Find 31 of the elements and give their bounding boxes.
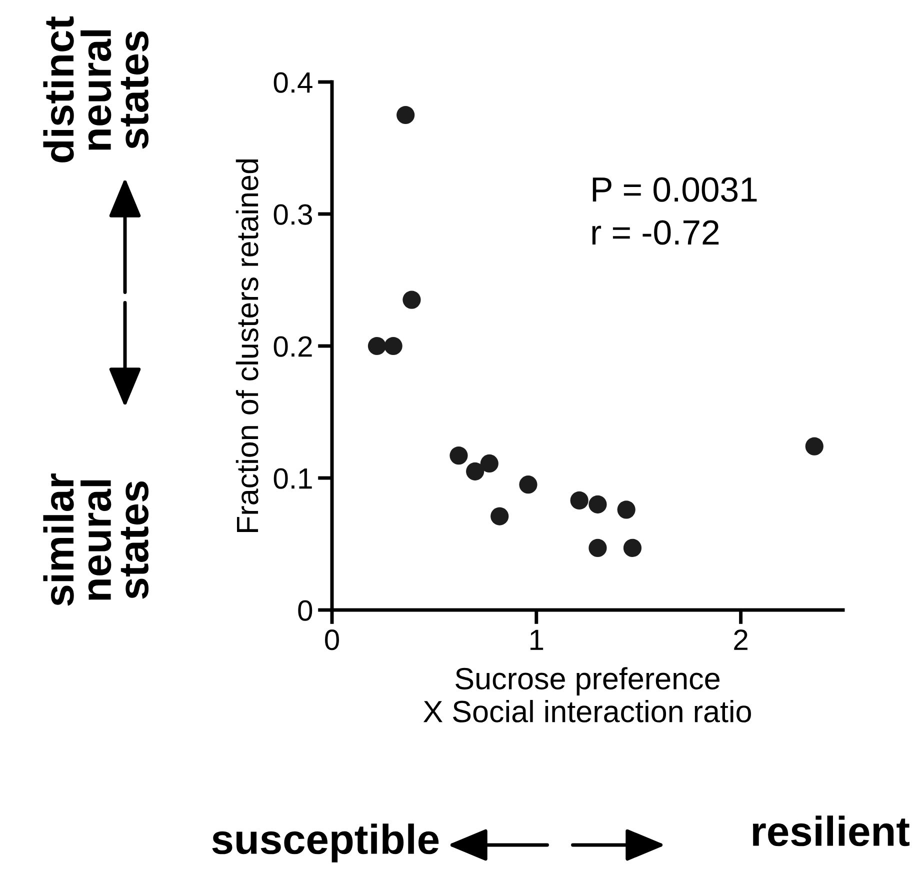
point: [368, 336, 386, 356]
x-tick-label: 1: [530, 630, 544, 650]
annotation: r = -0.72: [592, 220, 719, 245]
y-tick-label: 0.2: [274, 336, 312, 357]
x-tick-label: 2: [734, 630, 748, 650]
y-tick-label: 0.1: [274, 468, 312, 489]
y-tick-label: 0: [298, 600, 312, 621]
point: [490, 507, 509, 526]
point: [519, 476, 538, 494]
y-axis-title: Fraction of clusters retained: [236, 159, 258, 532]
text: similar neural states: [43, 473, 149, 606]
text: resilient: [752, 816, 910, 846]
point: [805, 437, 824, 456]
y-tick-label: 0.3: [274, 204, 312, 225]
text: susceptible: [212, 824, 439, 862]
point: [402, 290, 421, 309]
point: [617, 500, 636, 519]
annotation: P = 0.0031: [592, 177, 757, 202]
x-axis-title: Sucrose preference X Social interaction ratio: [423, 667, 751, 722]
point: [570, 491, 588, 510]
point: [623, 538, 642, 558]
text: distinct neural states: [43, 16, 149, 162]
point: [384, 336, 402, 356]
point: [480, 454, 498, 473]
point: [588, 495, 607, 514]
point: [466, 462, 484, 480]
x-tick-label: 0: [325, 630, 339, 650]
point: [450, 446, 468, 465]
y-tick-label: 0.4: [274, 72, 312, 93]
point: [396, 106, 415, 124]
point: [588, 538, 607, 558]
